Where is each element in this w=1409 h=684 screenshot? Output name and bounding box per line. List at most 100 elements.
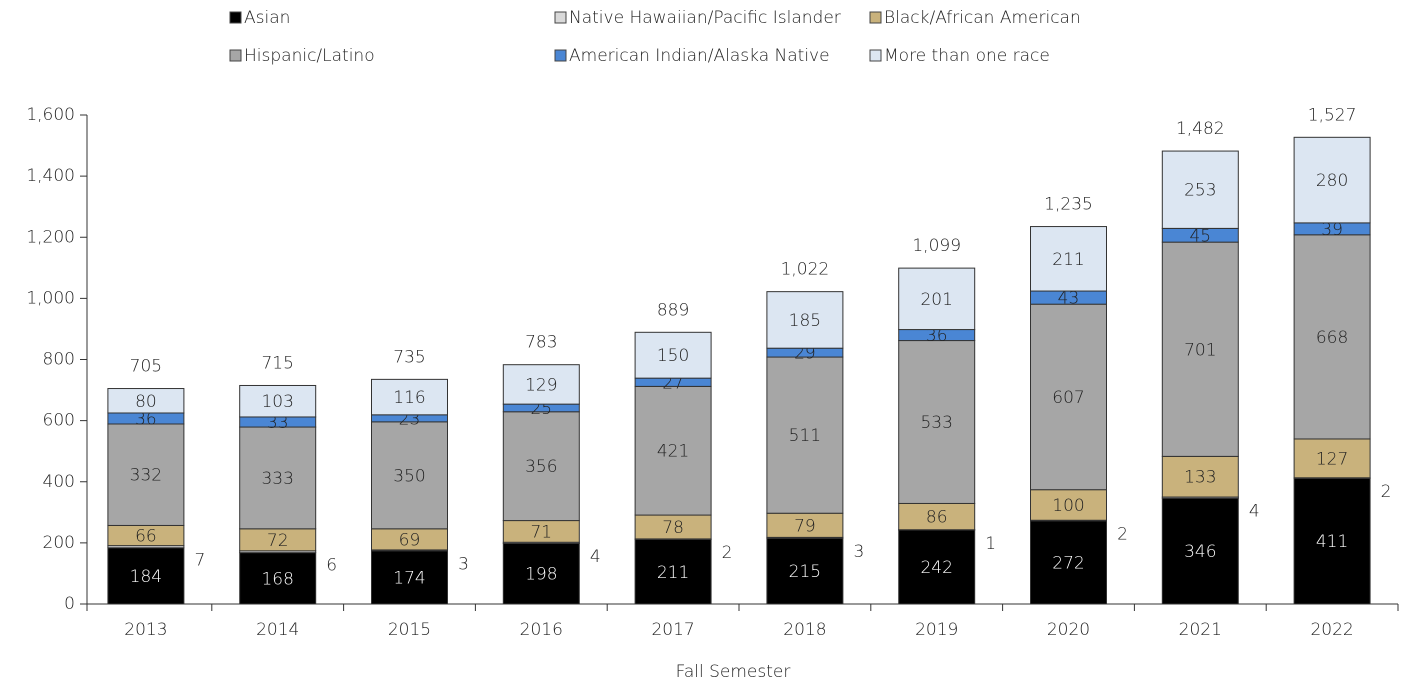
data-label: 168	[261, 569, 293, 589]
x-axis-title: Fall Semester	[676, 662, 791, 682]
data-label: 253	[1184, 181, 1216, 201]
total-label: 735	[393, 347, 425, 367]
data-label: 333	[261, 469, 293, 489]
data-label: 33	[267, 413, 289, 433]
data-label: 607	[1052, 388, 1084, 408]
x-tick-label: 2016	[520, 620, 563, 640]
data-label: 78	[662, 518, 684, 538]
data-label: 332	[130, 466, 162, 486]
data-label: 4	[1249, 502, 1260, 522]
bar-segment	[898, 267, 976, 331]
data-label: 215	[789, 562, 821, 582]
total-label: 1,482	[1176, 119, 1225, 139]
data-label: 45	[1189, 226, 1211, 246]
legend-label: Asian	[244, 8, 290, 28]
data-label: 36	[926, 326, 948, 346]
data-label: 346	[1184, 542, 1216, 562]
y-tick-label: 200	[43, 533, 75, 553]
x-tick-label: 2013	[124, 620, 167, 640]
bar-segment	[634, 539, 712, 605]
total-label: 783	[525, 333, 557, 353]
bar-segment	[898, 529, 976, 605]
data-label: 79	[794, 516, 816, 536]
data-label: 533	[920, 413, 952, 433]
data-label: 6	[326, 556, 337, 576]
legend-label: American Indian/Alaska Native	[569, 46, 830, 66]
total-label: 1,235	[1044, 195, 1093, 215]
bar-segment	[371, 550, 448, 605]
legend-label: Hispanic/Latino	[244, 46, 375, 66]
bar-segment	[107, 423, 185, 526]
data-label: 411	[1316, 532, 1348, 552]
bar-segment	[634, 331, 712, 379]
data-label: 198	[525, 565, 557, 585]
data-label: 185	[789, 311, 821, 331]
data-label: 668	[1316, 328, 1348, 348]
data-label: 3	[458, 554, 469, 574]
x-tick-label: 2019	[915, 620, 958, 640]
y-tick-label: 400	[43, 472, 75, 492]
legend-label: Native Hawaiian/Pacific Islander	[569, 8, 841, 28]
x-tick-label: 2022	[1310, 620, 1353, 640]
data-label: 3	[853, 542, 864, 562]
x-tick-label: 2015	[388, 620, 431, 640]
data-label: 39	[1321, 220, 1343, 240]
legend-swatch	[869, 49, 882, 62]
y-tick-label: 1,000	[26, 288, 75, 308]
x-tick-label: 2020	[1047, 620, 1090, 640]
data-label: 86	[926, 508, 948, 528]
data-label: 421	[657, 442, 689, 462]
data-label: 280	[1316, 171, 1348, 191]
data-label: 211	[657, 563, 689, 583]
total-label: 1,099	[912, 236, 961, 256]
y-tick-label: 1,200	[26, 227, 75, 247]
bar-segment	[1293, 477, 1371, 605]
bar-segment	[766, 291, 844, 349]
data-label: 69	[399, 530, 421, 550]
bar-segment	[766, 512, 844, 538]
data-label: 127	[1316, 449, 1348, 469]
legend-swatch	[229, 49, 242, 62]
x-tick-label: 2018	[783, 620, 826, 640]
y-tick-label: 0	[64, 594, 75, 614]
data-label: 201	[920, 290, 952, 310]
legend-label: Black/African American	[884, 8, 1081, 28]
data-label: 72	[267, 531, 289, 551]
data-label: 71	[530, 522, 552, 542]
data-label: 4	[590, 547, 601, 567]
data-label: 511	[789, 426, 821, 446]
data-label: 2	[1381, 482, 1392, 502]
total-label: 1,527	[1308, 105, 1357, 125]
data-label: 242	[920, 558, 952, 578]
bar-segment	[239, 426, 317, 530]
bar-segment	[1161, 241, 1239, 457]
bar-segment	[107, 388, 185, 414]
data-label: 80	[135, 392, 157, 412]
x-tick-label: 2021	[1179, 620, 1222, 640]
data-label: 2	[1117, 525, 1128, 545]
data-label: 66	[135, 527, 157, 547]
y-tick-label: 1,400	[26, 166, 75, 186]
data-label: 36	[135, 409, 157, 429]
data-label: 103	[261, 392, 293, 412]
bar-segment	[107, 547, 185, 605]
x-tick-label: 2017	[651, 620, 694, 640]
bar-segment	[1030, 226, 1107, 292]
bar-segment	[502, 542, 580, 605]
total-label: 715	[261, 353, 293, 373]
data-label: 150	[657, 346, 689, 366]
bar-segment	[1293, 136, 1371, 224]
data-label: 2	[722, 543, 733, 563]
data-label: 350	[393, 466, 425, 486]
data-label: 1	[985, 534, 996, 554]
bar-segment	[766, 537, 844, 605]
y-tick-label: 600	[43, 411, 75, 431]
bar-segment	[634, 385, 712, 516]
bar-segment	[1030, 489, 1107, 521]
data-label: 100	[1052, 496, 1084, 516]
legend-label: More than one race	[884, 46, 1050, 66]
bar-segment	[1161, 455, 1239, 498]
data-label: 174	[393, 568, 425, 588]
data-label: 43	[1058, 289, 1080, 309]
